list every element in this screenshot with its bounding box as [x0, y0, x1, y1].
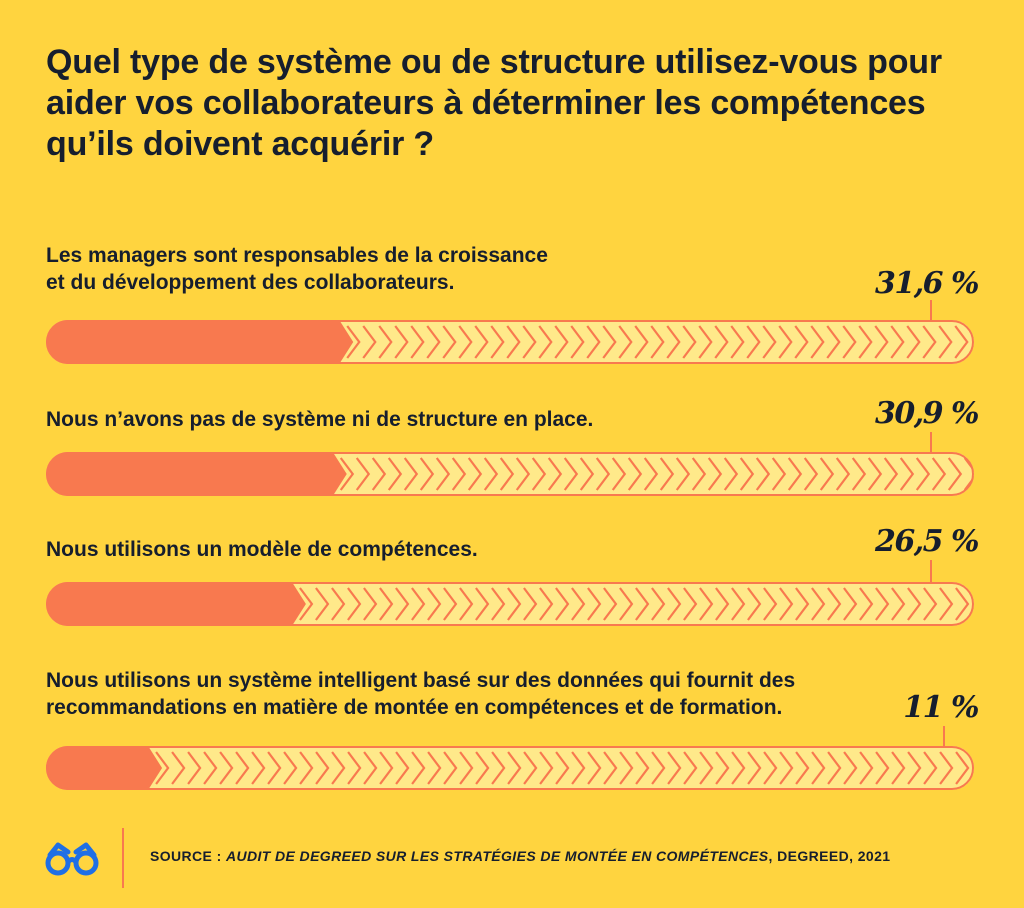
bar-chevrons: [139, 751, 974, 785]
bar: [46, 452, 347, 496]
category-label: Nous n’avons pas de système ni de struct…: [46, 408, 594, 431]
value-label: 31,6 %: [874, 266, 980, 301]
category-label: Nous utilisons un modèle de compétences.: [46, 538, 478, 561]
footer-divider: [122, 828, 124, 888]
bar-outline: [46, 320, 974, 364]
bar-chevrons: [323, 457, 974, 491]
bar-group: [46, 746, 974, 790]
category-label: Les managers sont responsables de la cro…: [46, 244, 548, 294]
category-label: Nous utilisons un système intelligent ba…: [46, 669, 796, 719]
glasses-icon: [44, 840, 100, 881]
source-title: AUDIT DE DEGREED SUR LES STRATÉGIES DE M…: [225, 848, 769, 864]
bar-chevrons: [283, 587, 974, 621]
bar-outline: [46, 582, 974, 626]
chart-title: Quel type de système ou de structure uti…: [46, 43, 942, 163]
bar-group: [46, 582, 974, 626]
bar: [46, 320, 354, 364]
source-prefix: SOURCE :: [150, 848, 226, 864]
source-suffix: , DEGREED, 2021: [768, 848, 891, 864]
source-note: SOURCE : AUDIT DE DEGREED SUR LES STRATÉ…: [150, 848, 890, 864]
value-label: 26,5 %: [874, 524, 980, 559]
value-label: 11 %: [903, 690, 979, 725]
bar-outline: [46, 746, 974, 790]
bar: [46, 746, 163, 790]
bar-group: [46, 320, 974, 364]
value-label: 30,9 %: [874, 396, 980, 431]
bar: [46, 582, 306, 626]
bar-outline: [46, 452, 974, 496]
bar-group: [46, 452, 974, 496]
